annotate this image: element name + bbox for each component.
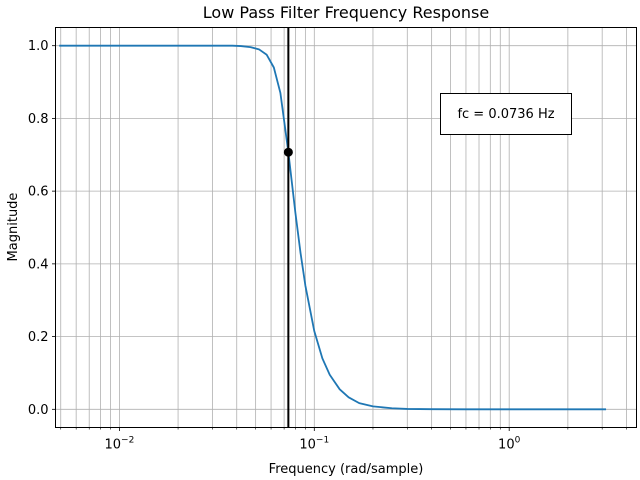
annotation-box <box>440 93 572 135</box>
y-tick-label: 1.0 <box>28 39 49 54</box>
y-tick-label: 0.0 <box>28 403 49 418</box>
annotation-text: fc = 0.0736 Hz <box>457 107 554 122</box>
x-axis-label: Frequency (rad/sample) <box>269 462 424 477</box>
y-tick-label: 0.4 <box>28 257 49 272</box>
y-axis-label: Magnitude <box>6 193 21 262</box>
plot-frame <box>55 27 637 428</box>
cutoff-point <box>283 147 293 157</box>
grid-lines <box>55 27 637 428</box>
cutoff-annotation: fc = 0.0736 Hz <box>440 93 572 135</box>
plot-content <box>59 27 607 428</box>
x-tick-label: 10−1 <box>299 436 329 453</box>
y-tick-label: 0.8 <box>28 112 49 127</box>
x-tick-label: 100 <box>498 436 521 453</box>
response-line <box>59 44 607 411</box>
x-tick-label: 10−2 <box>104 436 134 453</box>
y-tick-label: 0.6 <box>28 185 49 200</box>
axis-ticks: 0.0 0.2 0.4 0.6 0.8 1.0 10−2 10−1 100 <box>28 39 627 453</box>
chart-title: Low Pass Filter Frequency Response <box>203 3 489 22</box>
y-tick-label: 0.2 <box>28 330 49 345</box>
